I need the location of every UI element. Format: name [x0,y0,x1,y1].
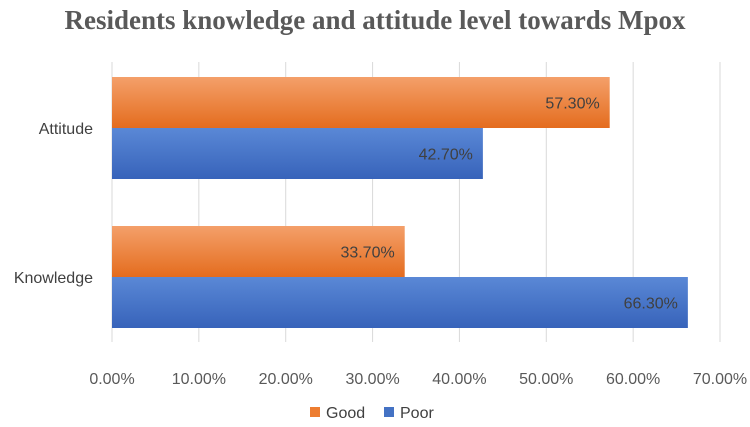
legend-swatch-good [310,407,320,417]
chart-title: Residents knowledge and attitude level t… [64,5,686,35]
data-label: 33.70% [340,245,394,262]
x-tick-label: 30.00% [345,371,399,388]
bar-poor-attitude [112,128,483,179]
x-tick-label: 10.00% [172,371,226,388]
x-tick-label: 0.00% [89,371,134,388]
x-tick-label: 20.00% [259,371,313,388]
x-tick-label: 60.00% [606,371,660,388]
category-label-knowledge: Knowledge [14,270,93,287]
bar-good-knowledge [112,226,405,277]
legend-label-poor: Poor [400,405,434,422]
data-label: 42.70% [419,147,473,164]
legend-label-good: Good [326,405,365,422]
data-label: 57.30% [545,96,599,113]
data-label: 66.30% [624,296,678,313]
x-tick-label: 40.00% [432,371,486,388]
x-tick-label: 70.00% [693,371,747,388]
x-tick-label: 50.00% [519,371,573,388]
category-label-attitude: Attitude [39,121,93,138]
bar-poor-knowledge [112,277,688,328]
bar-good-attitude [112,77,610,128]
legend-swatch-poor [384,407,394,417]
